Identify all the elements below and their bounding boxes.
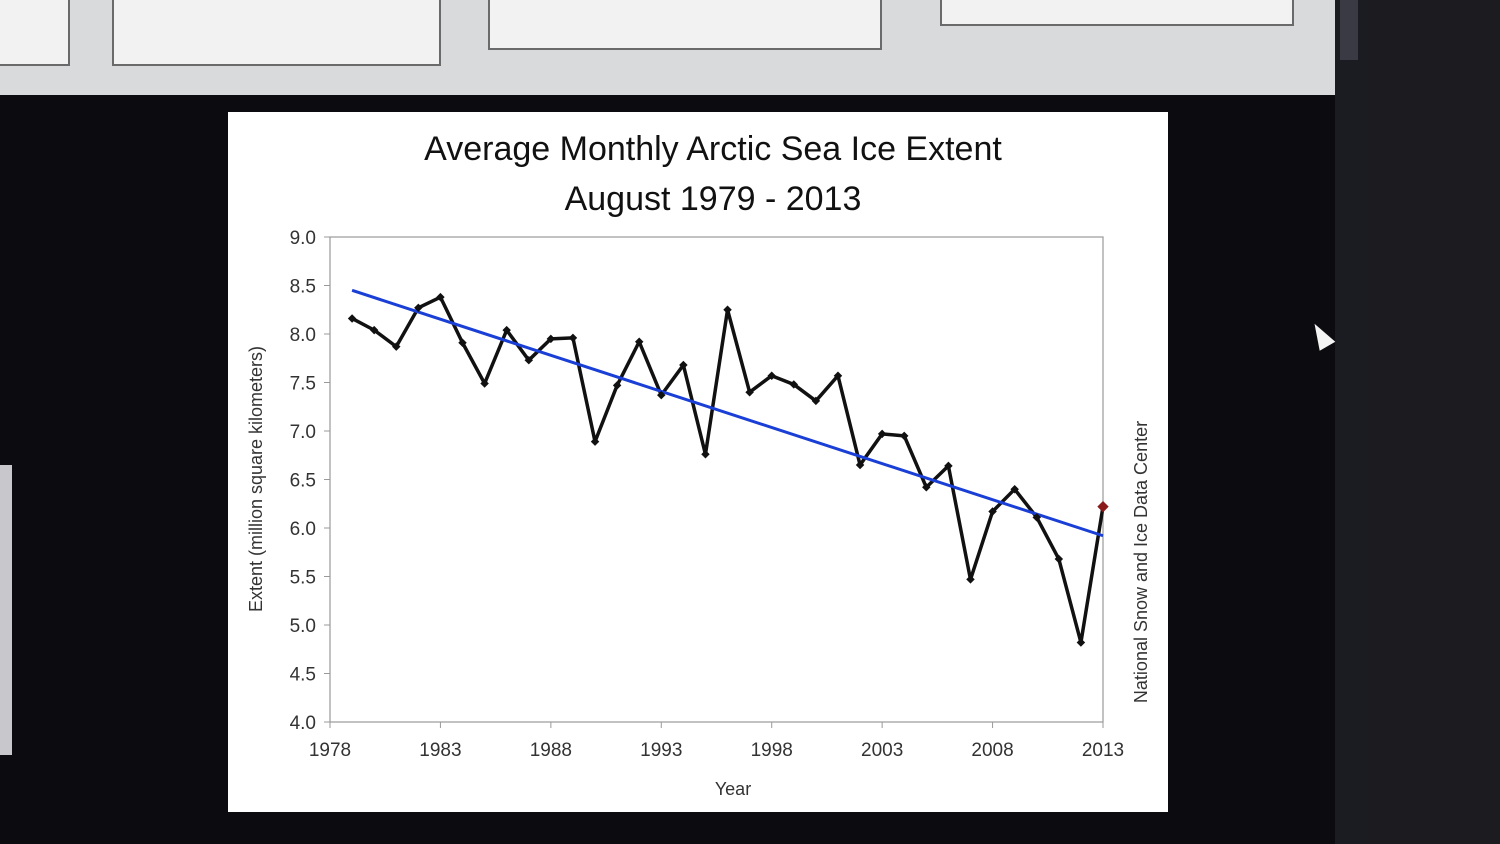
data-point (502, 325, 511, 335)
x-tick-label: 1988 (530, 740, 572, 761)
data-point (679, 360, 688, 370)
data-point (855, 460, 865, 470)
data-point (1032, 513, 1041, 522)
data-point (392, 342, 401, 351)
data-point (922, 483, 931, 492)
data-point-highlight (1097, 501, 1109, 513)
chart-title: Average Monthly Arctic Sea Ice Extent (424, 130, 1002, 168)
x-tick-label: 1978 (309, 740, 351, 761)
data-point (745, 387, 754, 397)
left-side-panel (0, 465, 12, 755)
data-point (568, 333, 578, 343)
y-tick-label: 5.0 (290, 616, 316, 637)
data-point (789, 380, 799, 389)
y-tick-label: 7.5 (290, 374, 316, 395)
x-tick-label: 1983 (419, 740, 461, 761)
data-point (899, 431, 909, 441)
source-label: National Snow and Ice Data Center (1131, 421, 1151, 703)
data-point (590, 437, 600, 446)
data-point (1076, 638, 1086, 647)
mouse-cursor-icon (1306, 319, 1336, 351)
screen-right-edge (1335, 0, 1365, 844)
data-point (833, 371, 843, 380)
series-layer (347, 288, 1109, 647)
data-point (944, 461, 953, 471)
y-tick-label: 8.5 (290, 277, 316, 298)
data-point (877, 429, 887, 439)
y-tick-label: 4.5 (290, 665, 316, 686)
data-point (480, 379, 489, 388)
data-point (414, 303, 423, 313)
y-tick-label: 5.5 (290, 568, 316, 589)
x-axis-label: Year (715, 779, 751, 799)
y-tick-label: 6.5 (290, 471, 316, 492)
x-tick-label: 2003 (861, 740, 903, 761)
data-point (369, 325, 379, 335)
monitor-bezel (1365, 0, 1500, 844)
x-tick-label: 2008 (971, 740, 1013, 761)
y-tick-label: 4.0 (290, 713, 316, 734)
thumbnail-chart-1[interactable] (0, 0, 70, 66)
thumbnail-chart-2[interactable] (112, 0, 441, 66)
data-point (612, 381, 622, 390)
data-point (701, 450, 710, 459)
y-tick-label: 9.0 (290, 228, 316, 249)
chart-svg: Average Monthly Arctic Sea Ice Extent Au… (246, 130, 1151, 799)
background-window-strip (0, 0, 1340, 95)
y-tick-label: 6.0 (290, 519, 316, 540)
x-tick-label: 2013 (1082, 740, 1124, 761)
data-point (966, 575, 975, 584)
scrollbar-thumb[interactable] (1340, 0, 1358, 60)
thumbnail-chart-3[interactable] (488, 0, 882, 50)
data-point (1054, 554, 1064, 564)
data-point (811, 396, 821, 406)
data-point (436, 292, 445, 302)
y-axis-ticks: 4.0 4.5 5.0 5.5 6.0 6.5 7.0 7.5 8.0 8.5 9.0 (290, 228, 330, 734)
x-tick-label: 1993 (640, 740, 682, 761)
x-tick-label: 1998 (751, 740, 793, 761)
y-tick-label: 7.0 (290, 422, 316, 443)
data-point (458, 338, 467, 347)
series-line-extent (351, 295, 1105, 645)
chart-subtitle: August 1979 - 2013 (565, 180, 862, 218)
data-point (1010, 484, 1019, 494)
y-tick-label: 8.0 (290, 325, 316, 346)
data-point (546, 334, 556, 344)
x-axis-ticks: 1978 1983 1988 1993 1998 2003 2008 2013 (309, 722, 1124, 761)
thumbnail-chart-4[interactable] (940, 0, 1294, 26)
chart-card: Average Monthly Arctic Sea Ice Extent Au… (228, 112, 1168, 812)
data-point (657, 390, 666, 400)
data-point (767, 371, 776, 380)
data-point (723, 305, 732, 314)
y-axis-label: Extent (million square kilometers) (246, 346, 266, 612)
data-point (524, 355, 534, 365)
trend-line (351, 288, 1104, 538)
